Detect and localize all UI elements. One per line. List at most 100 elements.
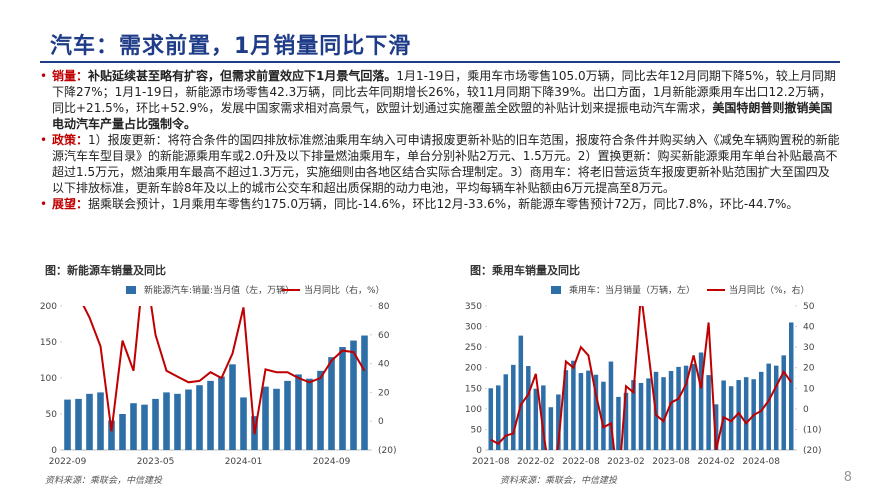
bar bbox=[284, 380, 291, 450]
bar bbox=[616, 396, 621, 450]
bar bbox=[563, 370, 569, 450]
bar bbox=[152, 398, 159, 450]
legend-swatch bbox=[551, 286, 561, 294]
line-series bbox=[82, 306, 366, 435]
bar bbox=[683, 365, 689, 450]
bar bbox=[728, 386, 734, 450]
y2-tick-label: 0 bbox=[378, 417, 384, 427]
bar bbox=[676, 366, 681, 450]
line-series bbox=[490, 306, 793, 450]
bar bbox=[556, 394, 561, 450]
bar bbox=[339, 347, 346, 450]
x-tick-label: 2024-09 bbox=[313, 457, 351, 467]
bullet-label: 政策： bbox=[52, 133, 89, 147]
bar bbox=[788, 322, 794, 450]
bar bbox=[141, 404, 148, 450]
y2-tick-label: 20 bbox=[803, 364, 815, 374]
bar bbox=[601, 381, 606, 450]
x-tick-label: 2022-02 bbox=[517, 457, 555, 467]
bar bbox=[97, 392, 104, 450]
bar bbox=[317, 370, 324, 450]
x-tick-label: 2022-08 bbox=[562, 457, 600, 467]
bullet-label: 展望： bbox=[52, 197, 89, 211]
bar bbox=[736, 380, 741, 450]
x-tick-label: 2023-02 bbox=[607, 457, 645, 467]
bullet-label: 销量： bbox=[52, 69, 89, 83]
y2-tick-label: 10 bbox=[803, 384, 815, 394]
bar bbox=[196, 385, 203, 450]
bullet-text: 1）报废更新：将符合条件的国四排放标准燃油乘用车纳入可申请报废更新补贴的旧车范围… bbox=[52, 133, 840, 195]
bar bbox=[541, 385, 546, 450]
y-tick-label: 0 bbox=[476, 446, 482, 456]
bar bbox=[64, 399, 71, 450]
bullet: 政策：1）报废更新：将符合条件的国四排放标准燃油乘用车纳入可申请报废更新补贴的旧… bbox=[40, 132, 840, 196]
chart-caption: 图：乘用车销量及同比 bbox=[470, 264, 580, 277]
bar bbox=[488, 388, 494, 450]
bar bbox=[661, 377, 666, 450]
y2-tick-label: 50 bbox=[803, 302, 815, 312]
bar bbox=[328, 357, 335, 450]
x-tick-label: 2021-08 bbox=[472, 457, 510, 467]
bar bbox=[262, 386, 269, 450]
bullet-text: 1月1-19日，乘用车市场零售105.0万辆，同比去年12月同期下降5%，较上月… bbox=[52, 69, 836, 115]
bar bbox=[350, 340, 357, 450]
bar bbox=[623, 392, 629, 450]
y2-tick-label: 30 bbox=[803, 343, 815, 353]
bullet: 展望：据乘联会预计，1月乘用车零售约175.0万辆，同比-14.6%，环比12月… bbox=[40, 196, 840, 212]
bar bbox=[361, 335, 368, 450]
chart-caption: 图：新能源车销量及同比 bbox=[45, 264, 166, 277]
bar bbox=[273, 388, 280, 450]
bar bbox=[668, 371, 674, 450]
y-tick-label: 150 bbox=[465, 384, 482, 394]
legend-label: 新能源汽车:销量:当月值（左，万辆） bbox=[144, 284, 294, 296]
bar bbox=[706, 375, 711, 450]
legend-swatch bbox=[126, 286, 136, 294]
bar bbox=[185, 389, 192, 450]
y-tick-label: 250 bbox=[465, 343, 482, 353]
bar bbox=[608, 361, 614, 450]
bar bbox=[698, 352, 704, 450]
chart: 0 50 100 150 200 (20) 0 20 40 60 80 2022-09 2023-05 2… bbox=[40, 284, 397, 467]
bar bbox=[638, 382, 644, 450]
y2-tick-label: 20 bbox=[378, 388, 390, 398]
bar bbox=[229, 364, 236, 450]
bar bbox=[306, 378, 313, 450]
bar bbox=[75, 398, 82, 450]
x-tick-label: 2024-01 bbox=[225, 457, 263, 467]
bar bbox=[174, 393, 181, 450]
source-note: 资料来源：乘联会，中信建投 bbox=[45, 476, 163, 486]
y-tick-label: 300 bbox=[465, 323, 482, 333]
y2-tick-label: (10) bbox=[803, 425, 821, 435]
bar bbox=[130, 403, 137, 450]
bar bbox=[593, 374, 599, 450]
legend-label: 当月同比（右，%） bbox=[304, 284, 385, 296]
x-tick-label: 2022-09 bbox=[49, 457, 87, 467]
y2-tick-label: 60 bbox=[378, 331, 390, 341]
y-tick-label: 150 bbox=[40, 338, 57, 348]
y-tick-label: 100 bbox=[40, 374, 57, 384]
bar bbox=[586, 370, 591, 450]
bar bbox=[578, 373, 584, 450]
y2-tick-label: 80 bbox=[378, 302, 390, 312]
bar bbox=[240, 397, 247, 450]
bar bbox=[163, 392, 170, 450]
title-rule bbox=[40, 61, 840, 63]
bullets: 销量：补贴延续甚至略有扩容，但需求前置效应下1月景气回落。1月1-19日，乘用车… bbox=[40, 68, 840, 212]
bar bbox=[646, 378, 651, 450]
bar bbox=[218, 376, 225, 450]
bar bbox=[773, 365, 779, 450]
bullet-text: 补贴延续甚至略有扩容，但需求前置效应下1月景气回落。 bbox=[88, 69, 397, 83]
legend-label: 当月同比（%，右） bbox=[729, 284, 810, 296]
slide-title: 汽车：需求前置，1月销量同比下滑 bbox=[50, 34, 412, 59]
bar bbox=[86, 393, 93, 450]
bar bbox=[533, 388, 539, 450]
bar bbox=[766, 363, 771, 450]
bar bbox=[295, 374, 302, 450]
bar bbox=[631, 380, 636, 450]
x-tick-label: 2024-02 bbox=[697, 457, 735, 467]
y2-tick-label: 40 bbox=[803, 323, 815, 333]
bar bbox=[691, 364, 696, 450]
bullet-text: 据乘联会预计，1月乘用车零售约175.0万辆，同比-14.6%，环比12月-33… bbox=[88, 197, 799, 211]
legend-label: 乘用车：当月销量（万辆，左） bbox=[569, 284, 695, 296]
y2-tick-label: (20) bbox=[803, 446, 821, 456]
